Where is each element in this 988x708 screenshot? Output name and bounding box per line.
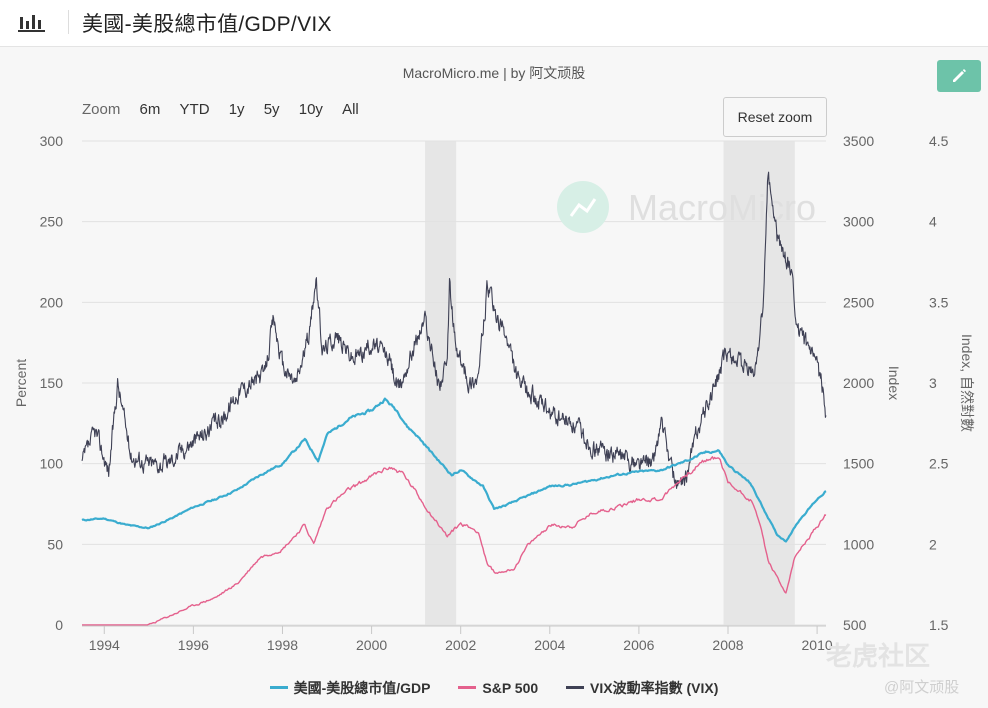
y-right2-tick-label: 1.5: [929, 617, 949, 633]
chart-source: MacroMicro.me | by 阿文顽股: [402, 65, 586, 81]
y-right1-tick-label: 2000: [843, 375, 874, 391]
range-10y-button[interactable]: 10y: [298, 101, 323, 118]
y-right2-tick-label: 3.5: [929, 294, 949, 310]
y-left-tick-label: 150: [40, 375, 64, 391]
sp500-line: [82, 456, 827, 626]
y-right2-tick-label: 4.5: [929, 133, 949, 149]
range-label: Zoom: [82, 101, 121, 118]
y-right1-tick-label: 3000: [843, 214, 874, 230]
y-right1-tick-label: 1000: [843, 536, 874, 552]
x-tick-label: 1994: [89, 637, 120, 653]
y-right2-tick-label: 3: [929, 375, 937, 391]
range-5y-button[interactable]: 5y: [263, 101, 280, 118]
title-divider: [68, 10, 69, 34]
y-left-tick-label: 0: [55, 617, 63, 633]
y-right2-tick-label: 2.5: [929, 456, 949, 472]
x-tick-label: 2006: [623, 637, 654, 653]
legend-swatch: [458, 685, 477, 689]
x-tick-label: 2002: [445, 637, 476, 653]
x-tick-label: 2010: [802, 637, 833, 653]
y-right1-tick-label: 500: [843, 617, 867, 633]
y-right1-tick-label: 1500: [843, 456, 874, 472]
series-lines: [81, 171, 827, 626]
site-watermark: 老虎社区: [826, 641, 931, 671]
y-left-tick-label: 200: [40, 294, 64, 310]
legend-ratio[interactable]: 美國-美股總市值/GDP: [269, 678, 431, 698]
range-selector: Zoom 6m YTD 1y 5y 10y All: [82, 101, 374, 118]
top-bar: 美國-美股總市值/GDP/VIX: [0, 0, 988, 47]
range-all-button[interactable]: All: [342, 101, 359, 118]
brand-watermark: MacroMicro: [557, 181, 816, 233]
watermark-brand: MacroMicro: [628, 187, 816, 228]
y-right1-tick-label: 2500: [843, 294, 874, 310]
legend-vix[interactable]: VIX波動率指數 (VIX): [566, 678, 718, 698]
bar-chart-icon[interactable]: [18, 11, 46, 33]
y-left-tick-label: 50: [47, 536, 63, 552]
y-left-tick-label: 100: [40, 456, 64, 472]
y-right2-axis-title: Index, 自然對數: [959, 334, 975, 432]
x-tick-label: 1996: [178, 637, 209, 653]
logo-mark: [569, 198, 597, 217]
gridlines: [82, 140, 826, 626]
y-right1-axis-title: Index: [886, 366, 902, 400]
x-tick-label: 2004: [534, 637, 565, 653]
pencil-icon: [953, 69, 966, 82]
y-left-tick-label: 250: [40, 214, 64, 230]
legend-label: S&P 500: [482, 680, 539, 696]
chart-panel: [0, 47, 988, 708]
range-ytd-button[interactable]: YTD: [179, 101, 210, 118]
page-title: 美國-美股總市值/GDP/VIX: [82, 13, 332, 36]
legend-swatch: [269, 685, 288, 689]
axes: 0 50 100 150 200 250 300 500 1000 1500 2000 2500 300…: [13, 133, 975, 653]
y-left-axis-title: Percent: [13, 359, 29, 407]
vix-line: [81, 171, 827, 489]
x-tick-label: 1998: [267, 637, 298, 653]
x-tick-label: 2008: [712, 637, 743, 653]
legend-sp500[interactable]: S&P 500: [458, 680, 538, 696]
author-watermark: @阿文顽股: [884, 679, 960, 696]
edit-button[interactable]: [937, 60, 981, 92]
x-tick-label: 2000: [356, 637, 387, 653]
y-right1-tick-label: 3500: [843, 133, 874, 149]
ratio-line: [81, 397, 827, 543]
legend-label: 美國-美股總市值/GDP: [293, 680, 431, 696]
y-left-tick-label: 300: [40, 133, 64, 149]
y-right2-tick-label: 2: [929, 536, 937, 552]
reset-zoom-button[interactable]: Reset zoom: [723, 97, 827, 137]
legend-swatch: [566, 685, 585, 689]
chart-legend: 美國-美股總市值/GDP S&P 500 VIX波動率指數 (VIX): [0, 678, 988, 698]
range-1y-button[interactable]: 1y: [228, 101, 245, 118]
legend-label: VIX波動率指數 (VIX): [590, 680, 719, 696]
y-right2-tick-label: 4: [929, 214, 937, 230]
range-6m-button[interactable]: 6m: [139, 101, 161, 118]
